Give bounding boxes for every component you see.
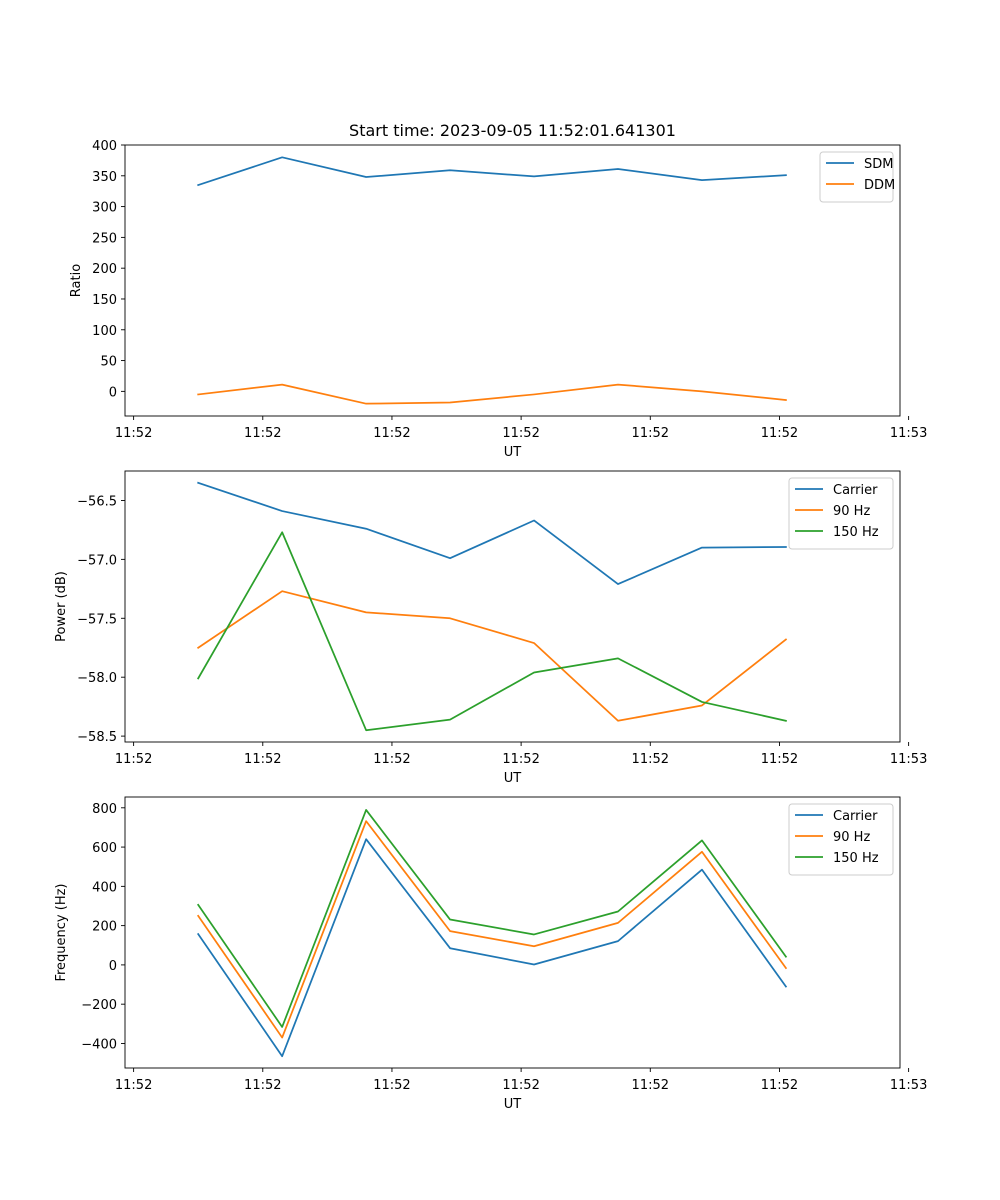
power-x-tick-label: 11:52	[502, 752, 539, 767]
ratio-y-tick-label: 100	[92, 324, 117, 339]
ratio-x-tick-label: 11:52	[373, 426, 410, 441]
frequency-y-tick-label: 0	[109, 959, 117, 974]
frequency-x-tick-label: 11:52	[115, 1078, 152, 1093]
power-axes-frame	[124, 470, 901, 743]
power-y-tick-label: −57.5	[77, 612, 117, 627]
ratio-x-tick-label: 11:52	[761, 426, 798, 441]
frequency-series-carrier-line	[196, 838, 788, 1058]
ratio-y-tick-label: 0	[109, 385, 117, 400]
frequency-plot: 11:52 11:52 11:52 11:52 11:52 11:52 11:53 −400 −…	[54, 796, 927, 1112]
ratio-x-axis-label: UT	[504, 445, 522, 460]
ratio-y-axis-label: Ratio	[69, 264, 84, 297]
frequency-y-axis-label: Frequency (Hz)	[54, 883, 69, 981]
ratio-y-tick-label: 350	[92, 170, 117, 185]
ratio-y-tick-label: 300	[92, 201, 117, 216]
ratio-y-tick-label: 50	[100, 355, 117, 370]
ratio-y-tick-label: 200	[92, 262, 117, 277]
ratio-series-ddm-line	[197, 383, 787, 405]
ratio-y-tick-label: 150	[92, 293, 117, 308]
power-x-tick-label: 11:52	[115, 752, 152, 767]
ratio-x-tick-label: 11:52	[244, 426, 281, 441]
ratio-series-sdm-line	[197, 156, 787, 187]
frequency-legend-label-150-hz: 150 Hz	[833, 851, 879, 866]
frequency-legend-label-90-hz: 90 Hz	[833, 830, 870, 845]
power-x-tick-label: 11:52	[244, 752, 281, 767]
ratio-y-tick-label: 400	[92, 139, 117, 154]
ratio-x-tick-label: 11:52	[115, 426, 152, 441]
frequency-x-tick-label: 11:52	[373, 1078, 410, 1093]
power-legend-label-90-hz: 90 Hz	[833, 504, 870, 519]
frequency-y-tick-label: 400	[92, 880, 117, 895]
frequency-axes-frame	[124, 796, 901, 1069]
ratio-x-tick-label: 11:53	[890, 426, 927, 441]
power-x-tick-label: 11:52	[761, 752, 798, 767]
frequency-series-90-hz-line	[196, 820, 788, 1039]
power-y-tick-label: −58.0	[77, 671, 117, 686]
figure-title: Start time: 2023-09-05 11:52:01.641301	[349, 121, 676, 140]
power-series-90-hz-line	[196, 590, 788, 722]
ratio-legend-label-ddm: DDM	[864, 178, 895, 193]
power-x-axis-label: UT	[504, 771, 522, 786]
ratio-axes-frame	[124, 144, 901, 417]
frequency-x-tick-label: 11:53	[890, 1078, 927, 1093]
power-y-tick-label: −57.0	[77, 553, 117, 568]
frequency-x-tick-label: 11:52	[502, 1078, 539, 1093]
ratio-x-tick-label: 11:52	[632, 426, 669, 441]
power-x-tick-label: 11:52	[373, 752, 410, 767]
power-legend-label-150-hz: 150 Hz	[833, 525, 879, 540]
power-x-tick-label: 11:52	[632, 752, 669, 767]
frequency-x-tick-label: 11:52	[632, 1078, 669, 1093]
frequency-x-axis-label: UT	[504, 1097, 522, 1112]
power-legend-label-carrier: Carrier	[833, 483, 878, 498]
power-y-tick-label: −56.5	[77, 494, 117, 509]
frequency-y-tick-label: 600	[92, 841, 117, 856]
power-y-axis-label: Power (dB)	[54, 571, 69, 642]
frequency-y-tick-label: −400	[81, 1037, 117, 1052]
frequency-y-tick-label: 800	[92, 802, 117, 817]
frequency-x-tick-label: 11:52	[761, 1078, 798, 1093]
power-plot: 11:52 11:52 11:52 11:52 11:52 11:52 11:53 −56.5…	[54, 470, 927, 786]
power-series-carrier-line	[197, 481, 787, 585]
ratio-plot: 11:52 11:52 11:52 11:52 11:52 11:52 11:53 0 50 10…	[69, 139, 927, 460]
ratio-x-tick-label: 11:52	[502, 426, 539, 441]
power-x-tick-label: 11:53	[890, 752, 927, 767]
power-y-tick-label: −58.5	[77, 730, 117, 745]
frequency-y-tick-label: 200	[92, 920, 117, 935]
ratio-legend-box	[819, 151, 894, 203]
frequency-legend-label-carrier: Carrier	[833, 809, 878, 824]
ratio-y-tick-label: 250	[92, 231, 117, 246]
frequency-x-tick-label: 11:52	[244, 1078, 281, 1093]
ratio-legend-label-sdm: SDM	[864, 157, 893, 172]
power-series-150-hz-line	[197, 531, 787, 732]
frequency-series-150-hz-line	[196, 809, 788, 1028]
frequency-y-tick-label: −200	[81, 998, 117, 1013]
